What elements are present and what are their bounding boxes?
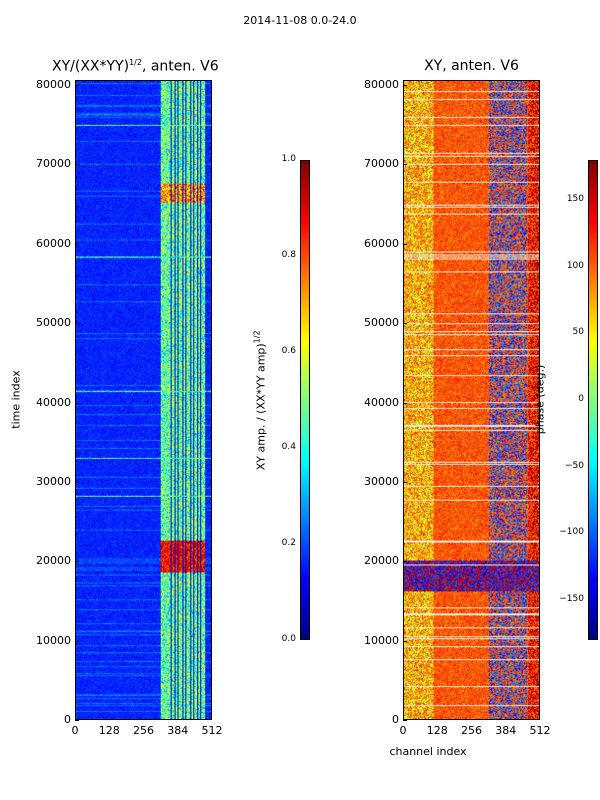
right-y-tick-80000: 80000 [364,78,399,92]
left-x-tick-256: 256 [133,724,154,737]
right-x-axis-label: channel index [389,745,467,758]
right-y-tick-mark [403,561,407,563]
left-title-base: XY/(XX*YY) [52,58,130,75]
right-y-tick-40000: 40000 [364,395,399,409]
left-cb-tick-0.8: 0.8 [281,250,296,260]
right-y-tick-mark [403,640,407,642]
left-y-tick-mark [75,481,79,483]
left-cb-tick-0.0: 0.0 [281,634,296,644]
right-cb-tick-150: 150 [566,194,584,204]
right-x-tick-0: 0 [399,724,407,737]
right-y-tick-mark [403,402,407,404]
right-y-tick-mark [403,323,407,325]
right-cb-tick-0: 0 [578,394,584,404]
right-y-tick-70000: 70000 [364,157,399,171]
left-heatmap-amplitude [75,80,212,720]
right-x-tick-256: 256 [461,724,482,737]
right-y-tick-mark [403,85,407,87]
left-cb-tick-0.6: 0.6 [281,346,296,356]
right-x-tick-512: 512 [529,724,551,737]
left-colorbar-label-base: XY amp. / (XX*YY amp) [254,343,268,471]
right-cb-tick-50: 50 [572,327,584,338]
left-plot-title: XY/(XX*YY)1/2, anten. V6 [52,58,219,75]
left-title-sup: 1/2 [129,58,142,67]
left-title-suffix: , anten. V6 [141,58,219,75]
right-y-tick-20000: 20000 [364,554,399,568]
left-y-tick-mark [75,164,79,166]
left-y-axis-label: time index [9,370,23,429]
left-x-tick-128: 128 [98,724,120,737]
left-y-tick-30000: 30000 [36,474,71,488]
left-y-tick-60000: 60000 [36,236,71,250]
left-x-tick-512: 512 [201,724,223,737]
right-y-tick-60000: 60000 [364,236,399,250]
right-cb-tick-−150: −150 [559,594,584,604]
left-y-tick-10000: 10000 [36,633,71,647]
left-y-tick-mark [75,640,79,642]
right-x-tick-384: 384 [495,724,517,737]
right-y-tick-mark [403,481,407,483]
left-y-tick-mark [75,243,79,245]
left-colorbar-label-sup: 1/2 [252,330,262,344]
left-y-tick-mark [75,561,79,563]
left-colorbar [300,160,310,640]
right-y-tick-0: 0 [392,713,399,726]
right-cb-tick-−100: −100 [559,527,584,538]
right-cb-tick-100: 100 [566,260,584,271]
left-y-tick-80000: 80000 [36,78,71,92]
right-y-tick-30000: 30000 [364,474,399,488]
right-plot-title: XY, anten. V6 [424,58,519,74]
right-y-tick-mark [403,243,407,245]
left-y-tick-mark [75,85,79,87]
right-colorbar [588,160,598,640]
left-y-tick-mark [75,720,79,721]
left-cb-tick-1.0: 1.0 [281,154,296,164]
left-colorbar-label: XY amp. / (XX*YY amp)1/2 [253,320,268,480]
left-y-tick-50000: 50000 [36,316,71,330]
right-y-tick-mark [403,720,407,721]
right-colorbar-label: phase (deg.) [533,364,547,435]
right-cb-tick-−50: −50 [565,460,584,471]
left-y-tick-mark [75,323,79,325]
right-y-tick-50000: 50000 [364,316,399,330]
left-x-tick-0: 0 [71,724,79,737]
figure-suptitle: 2014-11-08 0.0-24.0 [243,14,357,27]
left-y-tick-70000: 70000 [36,157,71,171]
left-x-tick-384: 384 [167,724,189,737]
left-y-tick-0: 0 [64,713,71,726]
left-y-tick-40000: 40000 [36,395,71,409]
left-cb-tick-0.2: 0.2 [281,538,296,548]
right-heatmap-phase [403,80,540,720]
right-x-tick-128: 128 [426,724,448,737]
left-cb-tick-0.4: 0.4 [281,442,296,452]
left-y-tick-mark [75,402,79,404]
left-y-tick-20000: 20000 [36,554,71,568]
right-y-tick-10000: 10000 [364,633,399,647]
right-y-tick-mark [403,164,407,166]
